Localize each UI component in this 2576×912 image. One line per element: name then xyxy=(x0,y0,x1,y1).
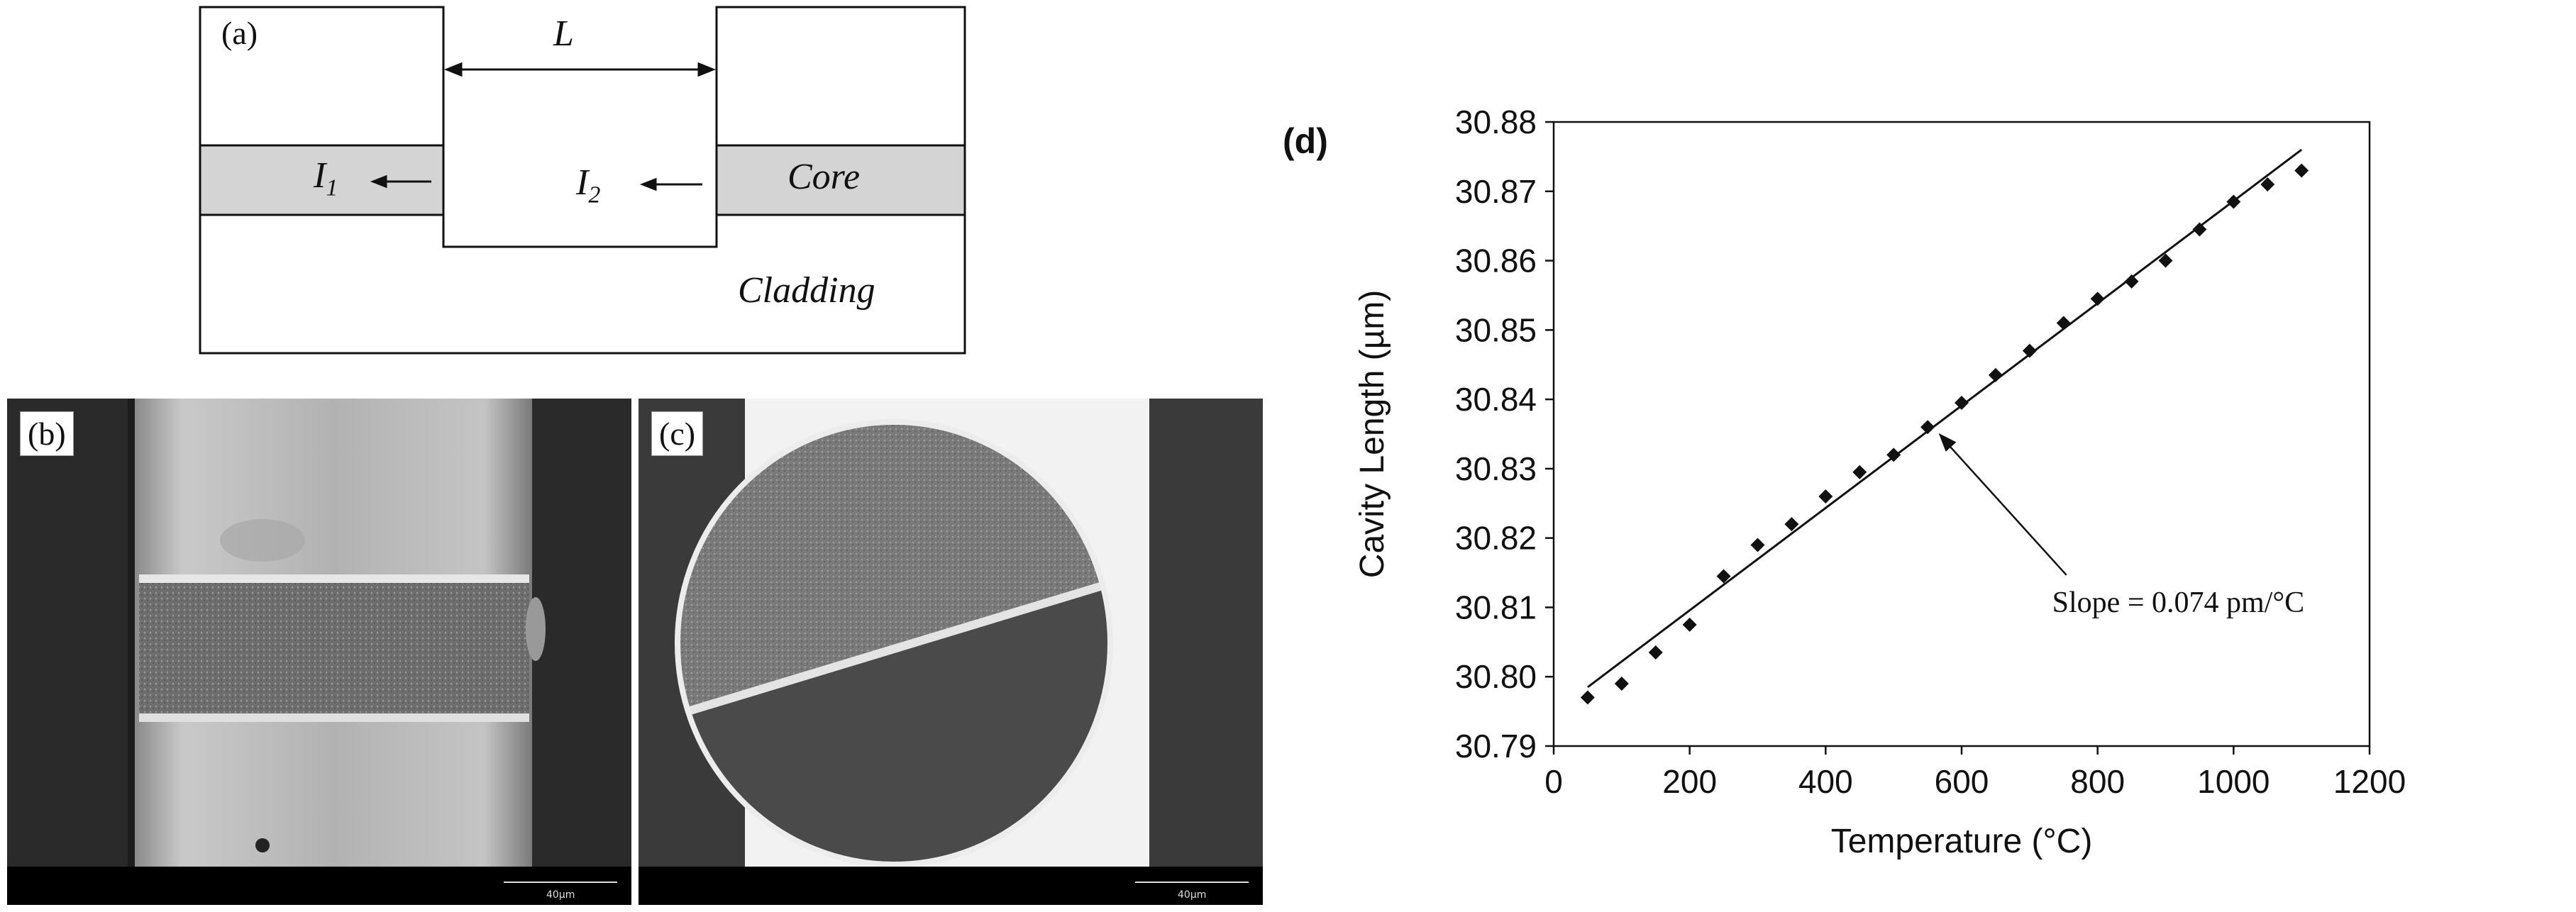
length-arrow xyxy=(443,62,717,77)
x-tick-label: 200 xyxy=(1662,763,1717,800)
data-point xyxy=(2124,274,2139,289)
y-tick-label: 30.86 xyxy=(1455,243,1537,279)
annotation-text: Slope = 0.074 pm/°C xyxy=(2052,586,2305,619)
data-point xyxy=(2090,291,2105,306)
data-point xyxy=(1818,489,1833,504)
annotation-arrowhead xyxy=(1938,433,1957,452)
data-point xyxy=(1886,447,1901,462)
i2-arrow xyxy=(639,177,702,191)
data-point xyxy=(1955,396,1969,410)
fit-line xyxy=(1587,148,2303,689)
panel-c-sem-image: (c) 40µm xyxy=(639,399,1263,905)
i2-label: I2 xyxy=(576,162,601,208)
i1-label: I1 xyxy=(314,155,338,201)
y-tick-label: 30.80 xyxy=(1455,658,1537,695)
panel-a-diagram xyxy=(199,6,966,355)
data-point xyxy=(2022,343,2037,358)
x-tick-label: 0 xyxy=(1544,763,1563,800)
data-point xyxy=(1750,538,1765,552)
i1-arrow xyxy=(370,174,431,189)
core-label: Core xyxy=(787,157,861,197)
y-tick-label: 30.83 xyxy=(1455,450,1537,487)
cavity-band xyxy=(139,582,529,716)
data-point xyxy=(1988,367,2003,382)
y-tick-label: 30.79 xyxy=(1455,728,1537,764)
panel-b-scale-text: 40µm xyxy=(546,889,575,901)
panel-c-label: (c) xyxy=(651,411,704,456)
length-label: L xyxy=(553,13,574,54)
y-axis-title: Cavity Length (µm) xyxy=(1354,290,1391,578)
data-point xyxy=(2226,194,2241,209)
x-tick-label: 600 xyxy=(1935,763,1989,800)
right-core xyxy=(715,144,966,216)
y-tick-label: 30.87 xyxy=(1455,173,1537,210)
data-point xyxy=(1614,677,1629,691)
panel-a-label: (a) xyxy=(221,15,258,51)
data-point xyxy=(2056,316,2071,330)
annotation-arrow-line xyxy=(1943,439,2067,576)
data-point xyxy=(1852,465,1867,479)
data-point xyxy=(1920,420,1935,435)
fiber-end-face xyxy=(675,419,1113,867)
data-point xyxy=(1716,569,1731,584)
panel-d-label: (d) xyxy=(1283,121,1328,161)
data-point xyxy=(2260,177,2275,191)
x-tick-label: 1200 xyxy=(2333,763,2406,800)
y-tick-label: 30.88 xyxy=(1455,104,1537,140)
data-point xyxy=(2192,222,2207,237)
x-axis-title: Temperature (°C) xyxy=(1831,823,2093,860)
data-point xyxy=(2294,163,2309,178)
panel-c-scale-text: 40µm xyxy=(1178,889,1207,901)
panel-b-label: (b) xyxy=(20,411,74,456)
data-point xyxy=(1648,645,1663,660)
x-tick-label: 400 xyxy=(1798,763,1853,800)
x-tick-label: 1000 xyxy=(2197,763,2270,800)
data-point xyxy=(1682,617,1697,632)
y-tick-label: 30.81 xyxy=(1455,589,1537,625)
data-point xyxy=(2158,253,2173,268)
cavity-length-chart: 30.79 30.80 30.81 30.82 30.83 30.84 30.85 30.86… xyxy=(1354,104,2406,860)
y-tick-label: 30.82 xyxy=(1455,520,1537,557)
data-point xyxy=(1784,517,1799,532)
panel-b-sem-image: (b) 40µm xyxy=(7,399,631,905)
cladding-label: Cladding xyxy=(738,270,875,311)
plot-area-frame xyxy=(1552,121,2371,747)
y-tick-label: 30.84 xyxy=(1455,381,1537,418)
x-tick-label: 800 xyxy=(2070,763,2125,800)
data-point xyxy=(1580,690,1595,705)
y-tick-label: 30.85 xyxy=(1455,311,1537,348)
